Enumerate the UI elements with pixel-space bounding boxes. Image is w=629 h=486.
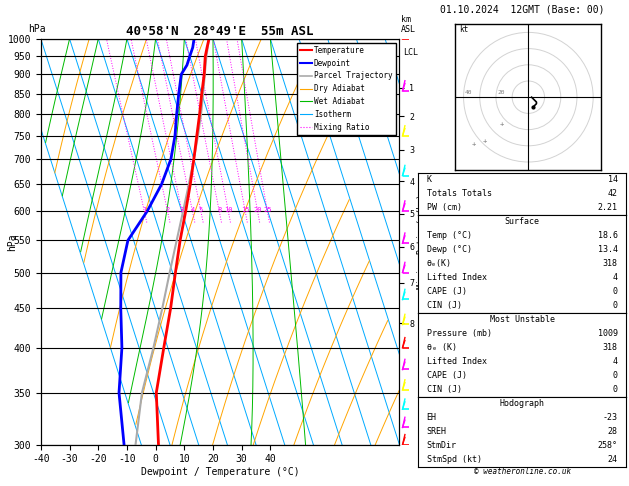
Text: 01.10.2024  12GMT (Base: 00): 01.10.2024 12GMT (Base: 00) bbox=[440, 5, 604, 15]
Text: 0: 0 bbox=[613, 371, 618, 380]
Title: 40°58'N  28°49'E  55m ASL: 40°58'N 28°49'E 55m ASL bbox=[126, 25, 314, 38]
Text: θₑ(K): θₑ(K) bbox=[426, 259, 452, 268]
Text: Surface: Surface bbox=[504, 217, 540, 226]
Text: 20: 20 bbox=[498, 90, 505, 95]
Text: Temp (°C): Temp (°C) bbox=[426, 231, 472, 240]
Text: -23: -23 bbox=[603, 413, 618, 422]
Text: StmSpd (kt): StmSpd (kt) bbox=[426, 455, 482, 464]
Text: 3: 3 bbox=[180, 207, 184, 213]
Text: 20: 20 bbox=[253, 207, 262, 213]
Text: 0: 0 bbox=[613, 301, 618, 310]
Text: +: + bbox=[499, 122, 503, 127]
Text: 2: 2 bbox=[165, 207, 170, 213]
Text: 318: 318 bbox=[603, 259, 618, 268]
Text: 5: 5 bbox=[199, 207, 203, 213]
Text: θₑ (K): θₑ (K) bbox=[426, 343, 457, 352]
Text: © weatheronline.co.uk: © weatheronline.co.uk bbox=[474, 467, 571, 476]
Text: Lifted Index: Lifted Index bbox=[426, 273, 487, 282]
Text: LCL: LCL bbox=[403, 48, 418, 57]
Text: CAPE (J): CAPE (J) bbox=[426, 371, 467, 380]
Text: SREH: SREH bbox=[426, 427, 447, 436]
Text: 15: 15 bbox=[241, 207, 249, 213]
Text: 14: 14 bbox=[608, 175, 618, 184]
Text: 4: 4 bbox=[613, 273, 618, 282]
Text: Most Unstable: Most Unstable bbox=[489, 315, 555, 324]
Text: 8: 8 bbox=[217, 207, 221, 213]
Text: 28: 28 bbox=[608, 427, 618, 436]
Text: 24: 24 bbox=[608, 455, 618, 464]
Legend: Temperature, Dewpoint, Parcel Trajectory, Dry Adiabat, Wet Adiabat, Isotherm, Mi: Temperature, Dewpoint, Parcel Trajectory… bbox=[297, 43, 396, 135]
Text: 1: 1 bbox=[142, 207, 147, 213]
Y-axis label: Mixing Ratio (g/kg): Mixing Ratio (g/kg) bbox=[417, 194, 426, 289]
Text: CIN (J): CIN (J) bbox=[426, 301, 462, 310]
Text: EH: EH bbox=[426, 413, 437, 422]
Text: CAPE (J): CAPE (J) bbox=[426, 287, 467, 296]
Text: 0: 0 bbox=[613, 287, 618, 296]
Text: 318: 318 bbox=[603, 343, 618, 352]
Text: Lifted Index: Lifted Index bbox=[426, 357, 487, 366]
Text: 4: 4 bbox=[613, 357, 618, 366]
Text: 10: 10 bbox=[224, 207, 233, 213]
Text: 258°: 258° bbox=[598, 441, 618, 450]
Text: +: + bbox=[483, 138, 487, 143]
Text: PW (cm): PW (cm) bbox=[426, 203, 462, 212]
Text: 42: 42 bbox=[608, 189, 618, 198]
Text: +: + bbox=[472, 141, 476, 147]
Text: Totals Totals: Totals Totals bbox=[426, 189, 492, 198]
Text: 2.21: 2.21 bbox=[598, 203, 618, 212]
Text: Dewp (°C): Dewp (°C) bbox=[426, 245, 472, 254]
X-axis label: Dewpoint / Temperature (°C): Dewpoint / Temperature (°C) bbox=[141, 467, 299, 477]
Text: hPa: hPa bbox=[28, 24, 46, 34]
Text: Hodograph: Hodograph bbox=[499, 399, 545, 408]
Text: 25: 25 bbox=[263, 207, 272, 213]
Text: K: K bbox=[426, 175, 431, 184]
Text: 1009: 1009 bbox=[598, 329, 618, 338]
Text: km
ASL: km ASL bbox=[401, 15, 416, 34]
Text: CIN (J): CIN (J) bbox=[426, 385, 462, 394]
Text: hPa: hPa bbox=[8, 233, 18, 251]
Text: kt: kt bbox=[459, 25, 468, 35]
Text: 40: 40 bbox=[465, 90, 472, 95]
Text: 0: 0 bbox=[613, 385, 618, 394]
Text: 13.4: 13.4 bbox=[598, 245, 618, 254]
Text: 4: 4 bbox=[191, 207, 194, 213]
Text: StmDir: StmDir bbox=[426, 441, 457, 450]
Text: 18.6: 18.6 bbox=[598, 231, 618, 240]
Text: Pressure (mb): Pressure (mb) bbox=[426, 329, 492, 338]
